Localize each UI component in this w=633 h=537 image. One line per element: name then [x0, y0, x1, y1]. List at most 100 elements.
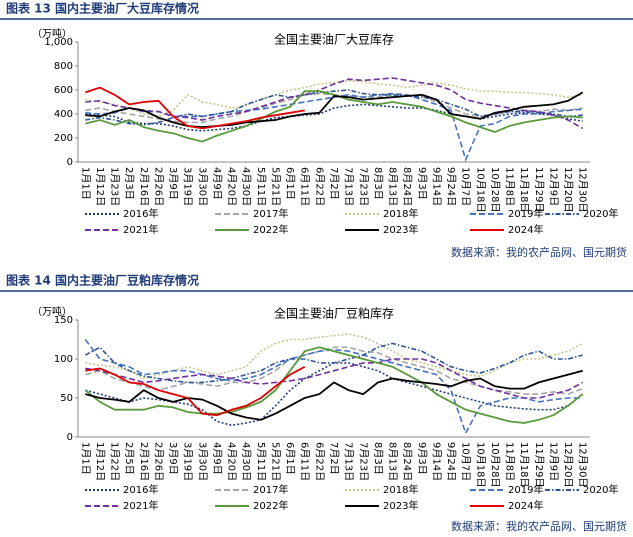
- chart-title: 全国主要油厂大豆库存: [274, 32, 394, 47]
- series-line: [85, 369, 583, 421]
- y-tick-label: 600: [54, 85, 73, 96]
- x-tick-label: 10月18日: [474, 442, 486, 487]
- y-axis-label: （万吨）: [32, 27, 72, 40]
- legend-label: 2022年: [253, 223, 288, 236]
- x-tick-label: 6月22日: [313, 167, 325, 206]
- x-tick-label: 4月9日: [211, 442, 223, 475]
- x-tick-label: 1月22日: [109, 442, 121, 481]
- y-tick-label: 150: [54, 315, 73, 326]
- series-line: [85, 91, 584, 129]
- x-tick-label: 11月29日: [533, 442, 545, 487]
- legend-label: 2024年: [508, 223, 543, 236]
- x-tick-label: 10月18日: [474, 167, 486, 212]
- legend-label: 2019年: [508, 207, 543, 220]
- source: 数据来源：我的农产品网、国元期货: [451, 245, 627, 259]
- x-tick-label: 3月9日: [167, 442, 179, 475]
- x-tick-label: 3月19日: [182, 167, 194, 206]
- y-tick-label: 100: [54, 354, 73, 365]
- x-tick-label: 7月23日: [357, 167, 369, 206]
- x-tick-label: 10月7日: [460, 442, 472, 481]
- y-tick-label: 800: [54, 61, 73, 72]
- x-tick-label: 8月24日: [401, 442, 413, 481]
- x-tick-label: 7月2日: [328, 167, 340, 200]
- figure-caption: 图表 14 国内主要油厂豆粕库存情况: [6, 273, 199, 288]
- legend-label: 2023年: [383, 223, 418, 236]
- x-tick-label: 9月3日: [416, 442, 428, 475]
- x-tick-label: 3月19日: [182, 442, 194, 481]
- figure-caption: 图表 13 国内主要油厂大豆库存情况: [6, 1, 199, 16]
- legend-label: 2017年: [253, 483, 288, 496]
- legend-label: 2020年: [583, 207, 618, 220]
- x-tick-label: 6月11日: [299, 167, 311, 206]
- x-tick-label: 9月3日: [416, 167, 428, 200]
- series-line: [85, 103, 583, 132]
- x-tick-label: 9月24日: [445, 167, 457, 206]
- x-tick-label: 5月11日: [255, 167, 267, 206]
- x-tick-label: 3月9日: [167, 167, 179, 200]
- legend-label: 2023年: [383, 499, 418, 512]
- x-tick-label: 12月9日: [547, 442, 559, 481]
- series-line: [85, 366, 306, 417]
- x-tick-label: 1月12日: [94, 167, 106, 206]
- series-line: [84, 339, 583, 436]
- x-tick-label: 2月3日: [123, 167, 135, 200]
- legend-label: 2018年: [383, 483, 418, 496]
- x-tick-label: 2月5日: [123, 442, 135, 475]
- x-tick-label: 12月20日: [562, 167, 574, 212]
- x-tick-label: 6月1日: [284, 442, 296, 475]
- x-tick-label: 8月13日: [387, 167, 399, 206]
- y-tick-label: 200: [54, 133, 73, 144]
- x-tick-label: 5月21日: [269, 442, 281, 481]
- x-tick-label: 11月8日: [504, 442, 516, 481]
- x-tick-label: 2月26日: [152, 442, 164, 481]
- legend-label: 2021年: [123, 223, 158, 236]
- legend-label: 2024年: [508, 499, 543, 512]
- x-tick-label: 10月28日: [489, 442, 501, 487]
- legend-label: 2019年: [508, 483, 543, 496]
- x-tick-label: 12月9日: [547, 167, 559, 206]
- x-tick-label: 4月20日: [226, 442, 238, 481]
- series-line: [85, 90, 583, 143]
- series-line: [85, 86, 305, 130]
- x-tick-label: 4月30日: [240, 442, 252, 481]
- x-tick-label: 1月1日: [79, 167, 91, 200]
- x-tick-label: 2月16日: [138, 167, 150, 206]
- x-tick-label: 5月11日: [255, 442, 267, 481]
- x-tick-label: 1月12日: [94, 442, 106, 481]
- x-tick-label: 7月13日: [343, 167, 355, 206]
- series-line: [85, 77, 584, 130]
- x-tick-label: 6月22日: [313, 442, 325, 481]
- x-tick-label: 6月11日: [299, 442, 311, 481]
- y-tick-label: 1,000: [44, 37, 73, 48]
- legend-label: 2017年: [253, 207, 288, 220]
- x-tick-label: 2月16日: [138, 442, 150, 481]
- x-tick-label: 8月24日: [401, 167, 413, 206]
- x-tick-label: 11月29日: [533, 167, 545, 212]
- x-tick-label: 8月3日: [372, 167, 384, 200]
- chart-title: 全国主要油厂豆粕库存: [274, 306, 394, 321]
- x-tick-label: 1月1日: [79, 442, 91, 475]
- x-tick-label: 4月20日: [226, 167, 238, 206]
- x-tick-label: 12月30日: [577, 167, 589, 212]
- x-tick-label: 12月30日: [577, 442, 589, 487]
- x-tick-label: 6月1日: [284, 167, 296, 200]
- legend-label: 2018年: [383, 207, 418, 220]
- x-tick-label: 11月18日: [518, 167, 530, 212]
- legend-label: 2016年: [123, 207, 158, 220]
- x-tick-label: 10月7日: [460, 167, 472, 206]
- y-tick-label: 50: [60, 393, 73, 404]
- x-tick-label: 2月26日: [152, 167, 164, 206]
- y-tick-label: 0: [67, 432, 73, 443]
- x-tick-label: 12月20日: [562, 442, 574, 487]
- y-tick-label: 400: [54, 109, 73, 120]
- x-tick-label: 9月14日: [430, 442, 442, 481]
- x-tick-label: 7月13日: [343, 442, 355, 481]
- x-tick-label: 3月30日: [196, 442, 208, 481]
- legend-label: 2021年: [123, 499, 158, 512]
- source: 数据来源：我的农产品网、国元期货: [451, 519, 627, 533]
- x-tick-label: 1月23日: [109, 167, 121, 206]
- x-tick-label: 7月23日: [357, 442, 369, 481]
- x-tick-label: 8月13日: [387, 442, 399, 481]
- x-tick-label: 9月14日: [430, 167, 442, 206]
- x-tick-label: 11月18日: [518, 442, 530, 487]
